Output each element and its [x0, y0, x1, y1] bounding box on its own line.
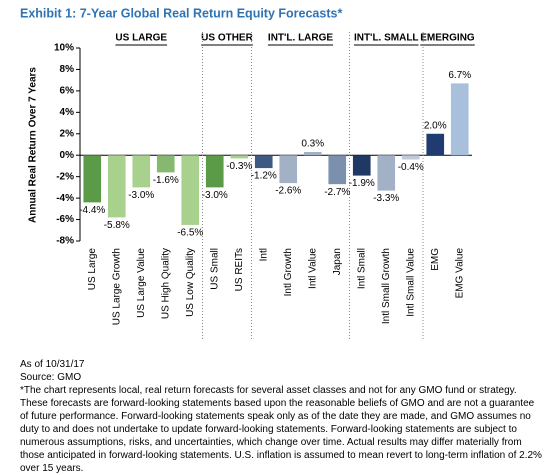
x-tick-label: US Small — [209, 248, 220, 290]
y-tick-label: -2% — [56, 171, 74, 182]
x-tick-label: US Large Value — [136, 248, 147, 318]
bar — [156, 155, 175, 173]
bar — [205, 155, 224, 188]
bar — [328, 155, 347, 185]
bar — [377, 155, 396, 191]
x-tick-label: Intl Small — [356, 248, 367, 289]
y-tick-label: 2% — [60, 128, 75, 139]
bar — [450, 83, 469, 156]
bar — [230, 155, 249, 159]
value-label: -1.2% — [251, 171, 277, 182]
value-label: -4.4% — [79, 205, 105, 216]
x-tick-label: US Large Growth — [111, 248, 122, 325]
bar — [83, 155, 102, 203]
chart: Exhibit 1: 7-Year Global Real Return Equ… — [20, 6, 475, 340]
bar — [107, 155, 126, 218]
value-label: -3.3% — [373, 193, 399, 204]
y-tick-label: 6% — [60, 86, 75, 97]
value-label: -2.6% — [275, 186, 301, 197]
bar — [303, 152, 322, 156]
x-tick-label: US Low Quality — [185, 248, 196, 317]
group-label: US OTHER — [201, 33, 253, 44]
value-label: -1.6% — [153, 175, 179, 186]
value-label: -1.9% — [349, 178, 375, 189]
value-label: -0.3% — [226, 161, 252, 172]
footer-note: *The chart represents local, real return… — [20, 385, 542, 474]
x-tick-label: US Large — [87, 248, 98, 291]
bar — [181, 155, 200, 225]
x-tick-label: Intl — [258, 248, 269, 261]
x-tick-label: Japan — [332, 248, 343, 275]
x-tick-label: Intl Value — [307, 248, 318, 289]
y-tick-label: -4% — [56, 193, 74, 204]
group-label: INT'L. SMALL — [354, 33, 419, 44]
group-label: EMERGING — [420, 33, 475, 44]
bar — [426, 133, 445, 156]
value-label: 2.0% — [424, 120, 447, 131]
y-tick-label: 10% — [54, 43, 74, 54]
y-tick-label: 8% — [60, 64, 75, 75]
chart-title: Exhibit 1: 7-Year Global Real Return Equ… — [20, 6, 342, 20]
x-tick-label: Intl Growth — [283, 248, 294, 296]
group-label: INT'L. LARGE — [268, 33, 333, 44]
value-label: -3.0% — [202, 190, 228, 201]
x-tick-label: US REITs — [234, 248, 245, 291]
bar — [401, 155, 420, 160]
y-tick-label: 4% — [60, 107, 75, 118]
value-label: 6.7% — [448, 70, 471, 81]
x-tick-label: EMG Value — [454, 248, 465, 299]
value-label: -2.7% — [324, 187, 350, 198]
value-label: -6.5% — [177, 228, 203, 239]
bar — [352, 155, 371, 176]
y-axis-label: Annual Real Return Over 7 Years — [28, 67, 39, 223]
footer-date: As of 10/31/17 — [20, 359, 85, 370]
value-label: -0.4% — [398, 162, 424, 173]
x-tick-label: US High Quality — [160, 248, 171, 319]
value-label: -3.0% — [128, 190, 154, 201]
y-tick-label: 0% — [60, 150, 75, 161]
bar — [279, 155, 298, 184]
y-tick-label: -8% — [56, 236, 74, 247]
x-tick-label: Intl Small Value — [405, 248, 416, 317]
x-tick-label: Intl Small Growth — [381, 248, 392, 324]
y-tick-label: -6% — [56, 214, 74, 225]
x-tick-label: EMG — [430, 248, 441, 271]
value-label: 0.3% — [301, 139, 324, 150]
footer-source: Source: GMO — [20, 372, 82, 383]
bar — [254, 155, 273, 169]
group-label: US LARGE — [115, 33, 167, 44]
bar — [132, 155, 151, 188]
value-label: -5.8% — [104, 220, 130, 231]
